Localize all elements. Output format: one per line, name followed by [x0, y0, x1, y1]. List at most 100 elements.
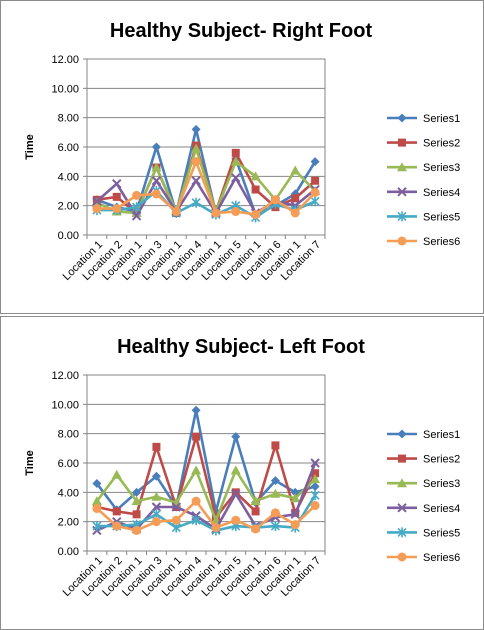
legend-marker	[397, 113, 407, 123]
series-line	[96, 435, 317, 519]
data-point	[270, 521, 280, 532]
data-point	[191, 157, 201, 167]
data-point	[112, 192, 121, 201]
series-6	[92, 157, 320, 219]
data-point	[290, 520, 300, 530]
legend-marker	[397, 429, 407, 439]
data-point	[310, 196, 320, 207]
data-point	[192, 432, 201, 441]
y-tick-label: 6.00	[58, 458, 79, 470]
y-tick-label: 4.00	[58, 171, 79, 183]
legend-item: Series1	[387, 429, 460, 441]
right-foot-chart-panel: Healthy Subject- Right Foot 0.00 2.00 4.00 6…	[0, 0, 484, 314]
data-point	[132, 525, 142, 535]
data-point	[171, 207, 181, 217]
data-point	[151, 517, 161, 527]
series-line	[96, 494, 317, 532]
data-point	[211, 523, 221, 533]
legend: Series1 Series2 Series3 Series4 Series5 Serie…	[387, 113, 460, 248]
series-3	[91, 465, 321, 525]
data-point	[171, 515, 181, 525]
data-point	[151, 491, 162, 501]
series-line	[96, 189, 316, 219]
legend-item: Series1	[387, 113, 460, 125]
data-point	[310, 481, 320, 491]
data-point	[92, 521, 102, 532]
legend-item: Series3	[387, 478, 460, 490]
legend-marker	[398, 454, 406, 463]
y-tick-label: 2.00	[58, 201, 79, 213]
legend: Series1 Series2 Series3 Series4 Series5 Serie…	[387, 429, 460, 564]
data-point	[191, 465, 202, 475]
data-point	[152, 442, 161, 451]
y-tick-label: 2.00	[58, 517, 79, 529]
data-point	[231, 207, 241, 217]
left-foot-chart: Healthy Subject- Left Foot 0.00 2.00 4.00 6.…	[24, 336, 460, 599]
legend-item: Series4	[387, 503, 460, 515]
chart-title: Healthy Subject- Right Foot	[110, 20, 373, 42]
legend-item: Series6	[387, 236, 460, 248]
data-point	[191, 143, 202, 153]
legend-item: Series4	[387, 187, 460, 199]
legend-label: Series5	[423, 527, 460, 539]
y-tick-label: 10.00	[51, 399, 79, 411]
data-point	[132, 202, 142, 213]
data-point	[251, 185, 260, 194]
legend-label: Series3	[423, 162, 460, 174]
data-point	[270, 195, 280, 205]
legend-label: Series2	[423, 138, 460, 150]
legend-label: Series1	[423, 429, 460, 441]
legend-label: Series3	[423, 478, 460, 490]
legend-marker	[397, 187, 407, 197]
data-point	[191, 124, 201, 134]
data-point	[231, 489, 241, 499]
y-tick-label: 6.00	[58, 142, 79, 154]
data-point	[151, 176, 162, 186]
data-point	[290, 493, 301, 503]
data-point	[310, 187, 320, 197]
y-tick-label: 4.00	[58, 487, 79, 499]
data-point	[132, 190, 142, 200]
data-point	[151, 502, 162, 512]
legend-label: Series1	[423, 113, 460, 125]
y-tick-label: 12.00	[51, 370, 79, 382]
data-point	[151, 162, 162, 172]
data-point	[171, 502, 181, 512]
y-axis-label: Time	[24, 134, 36, 159]
data-point	[151, 142, 161, 152]
data-point	[290, 208, 300, 218]
data-point	[231, 432, 241, 442]
data-point	[151, 471, 161, 481]
right-foot-chart: Healthy Subject- Right Foot 0.00 2.00 4.00 6…	[24, 20, 460, 283]
data-point	[251, 507, 260, 516]
legend-item: Series5	[387, 211, 460, 223]
data-point	[250, 496, 261, 506]
y-tick-label: 0.00	[58, 230, 79, 242]
legend-label: Series4	[423, 503, 460, 515]
data-point	[131, 496, 142, 506]
data-point	[191, 496, 201, 506]
data-point	[132, 487, 142, 497]
data-point	[231, 488, 240, 497]
data-point	[310, 501, 320, 511]
data-point	[191, 176, 201, 186]
legend-marker	[397, 478, 407, 488]
legend-marker	[397, 552, 407, 562]
legend-marker	[398, 138, 406, 147]
legend-item: Series5	[387, 527, 460, 539]
y-tick-label: 8.00	[58, 113, 79, 125]
legend-label: Series6	[423, 552, 460, 564]
data-point	[92, 479, 102, 489]
y-tick-label: 8.00	[58, 429, 79, 441]
data-point	[251, 209, 261, 219]
data-point	[291, 194, 300, 203]
series-2	[92, 432, 320, 522]
data-point	[151, 189, 161, 199]
chart-title: Healthy Subject- Left Foot	[117, 336, 365, 358]
data-point	[230, 156, 241, 166]
y-tick-label: 0.00	[58, 546, 79, 558]
data-point	[231, 515, 241, 525]
legend-label: Series6	[423, 236, 460, 248]
legend-marker	[397, 162, 407, 172]
data-point	[230, 465, 241, 475]
